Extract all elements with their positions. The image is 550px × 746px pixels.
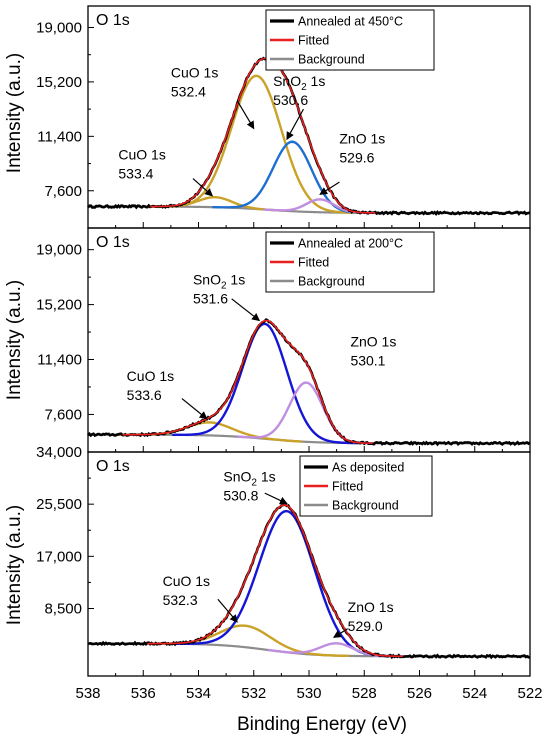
x-tick-label: 522: [517, 685, 542, 702]
annotation-label: SnO2 1s: [193, 271, 245, 291]
annotation-label: SnO2 1s: [223, 468, 275, 488]
legend-label: Fitted: [298, 256, 329, 270]
annotation-arrow: [333, 628, 348, 638]
x-tick-label: 536: [131, 685, 156, 702]
x-axis-title: Binding Energy (eV): [237, 714, 407, 735]
peak-cuo-531_9: [152, 74, 361, 214]
x-tick-label: 534: [186, 685, 211, 702]
annotation-label: SnO2 1s: [273, 73, 325, 93]
peak-cuo-533_6: [117, 421, 303, 443]
x-tick-label: 528: [352, 685, 377, 702]
panel-label: O 1s: [96, 12, 130, 29]
peak-zno-530_1: [237, 381, 376, 445]
legend-label: Background: [332, 499, 399, 513]
y-tick-label: 17,000: [36, 548, 82, 565]
y-tick-label: 7,600: [44, 406, 82, 423]
legend-label: As deposited: [332, 461, 404, 475]
annotation-value: 530.1: [350, 353, 385, 369]
annotation-arrow: [231, 298, 261, 322]
y-tick-label: 15,200: [36, 74, 82, 91]
annotation-value: 530.8: [223, 487, 258, 503]
y-axis-title-middle: Intensity (a.u.): [4, 280, 25, 400]
peak-cuo-533_4: [146, 195, 285, 212]
peak-cuo-532_3: [141, 624, 350, 658]
y-tick-label: 8,500: [44, 600, 82, 617]
panel-label: O 1s: [96, 234, 130, 251]
peak-zno-529: [267, 642, 406, 658]
annotation-arrow: [181, 398, 208, 420]
y-tick-label: 7,600: [44, 183, 82, 200]
x-tick-label: 530: [296, 685, 321, 702]
x-tick-label: 524: [462, 685, 487, 702]
fitted-line: [147, 504, 403, 658]
y-tick-label: 15,200: [36, 297, 82, 314]
annotation-value: 529.6: [339, 149, 374, 165]
annotation-arrow: [286, 108, 305, 141]
annotation-value: 529.0: [348, 618, 383, 634]
y-tick-label: 25,500: [36, 496, 82, 513]
legend-label: Annealed at 200°C: [298, 237, 403, 251]
legend-label: Background: [298, 53, 365, 67]
data-line: [87, 503, 531, 660]
x-tick-label: 526: [407, 685, 432, 702]
annotation-label: ZnO 1s: [350, 334, 396, 350]
y-tick-label: 19,000: [36, 19, 82, 36]
y-tick-label: 19,000: [36, 242, 82, 259]
annotation-value: 533.6: [127, 387, 162, 403]
annotation-value: 532.4: [171, 84, 206, 100]
y-tick-label: 11,400: [37, 128, 82, 145]
panel-label: O 1s: [96, 458, 130, 475]
fitted-line: [150, 57, 376, 214]
legend-label: Background: [298, 275, 365, 289]
x-tick-label: 538: [75, 685, 100, 702]
legend-label: Annealed at 450°C: [298, 15, 403, 29]
annotation-value: 532.3: [163, 592, 198, 608]
annotation-label: CuO 1s: [171, 65, 218, 81]
annotation-arrow: [192, 178, 214, 197]
annotation-arrow: [264, 492, 288, 505]
peak-zno-529_6: [263, 198, 379, 215]
fitted-line: [122, 319, 373, 444]
annotation-label: CuO 1s: [118, 146, 165, 162]
annotation-label: CuO 1s: [163, 573, 210, 589]
annotation-value: 531.6: [193, 290, 228, 306]
panel-1: 7,600 11,400 15,200 19,000 O 1s CuO 1s 532.4 Cu…: [36, 5, 531, 229]
annotation-label: CuO 1s: [127, 368, 174, 384]
annotation-label: ZnO 1s: [348, 599, 394, 615]
annotation-value: 530.6: [273, 92, 308, 108]
legend-label: Fitted: [332, 480, 363, 494]
annotation-arrow: [217, 598, 238, 623]
x-tick-label: 532: [241, 685, 266, 702]
y-tick-label: 34,000: [36, 444, 82, 461]
peak-sno2-531_6: [172, 322, 358, 445]
annotation-arrow: [319, 181, 340, 195]
y-axis-title-bottom: Intensity (a.u.): [4, 505, 25, 625]
legend-label: Fitted: [298, 34, 329, 48]
annotation-value: 533.4: [118, 165, 153, 181]
y-axis-title-top: Intensity (a.u.): [4, 53, 25, 173]
annotation-label: ZnO 1s: [339, 130, 385, 146]
y-tick-label: 11,400: [37, 352, 82, 369]
annotation-arrow: [236, 100, 255, 130]
